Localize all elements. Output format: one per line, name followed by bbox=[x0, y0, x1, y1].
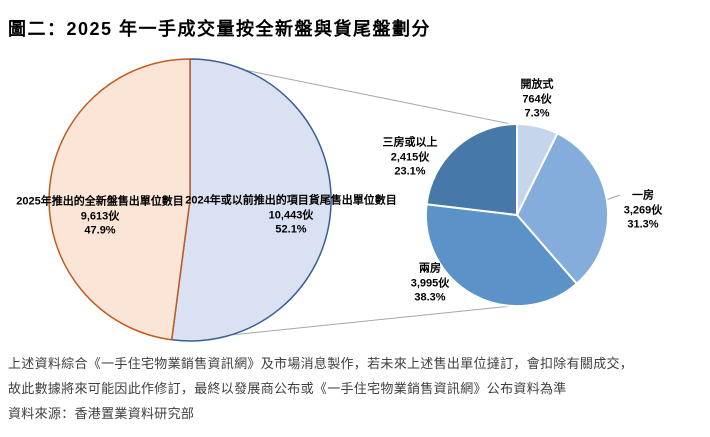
source-line: 資料來源：香港置業資料研究部 bbox=[8, 406, 195, 421]
slice-percent: 7.3% bbox=[524, 107, 550, 120]
pie-slice-new-2025 bbox=[48, 58, 191, 341]
main-pie-new-projects-label: 2025年推出的全新盤售出單位數目 9,613伙 47.9% bbox=[16, 194, 183, 238]
connector-line-bottom bbox=[181, 305, 513, 341]
slice-percent: 23.1% bbox=[394, 165, 426, 178]
slice-units: 764伙 bbox=[522, 92, 552, 105]
breakdown-one-bedroom-label: 一房 3,269伙 31.3% bbox=[624, 188, 663, 232]
slice-units: 2,415伙 bbox=[390, 150, 430, 163]
slice-percent: 31.3% bbox=[627, 218, 659, 231]
pie-slice-leftover-2024 bbox=[170, 58, 332, 342]
slice-percent: 38.3% bbox=[414, 291, 446, 304]
one-bedroom-leader-line bbox=[605, 194, 621, 201]
breakdown-two-bedroom-label: 兩房 3,995伙 38.3% bbox=[411, 261, 450, 305]
slice-units: 10,443伙 bbox=[268, 208, 314, 221]
footnote-line-2: 故此數據將來可能因此作修訂，最終以發展商公布或《一手住宅物業銷售資訊網》公布資料… bbox=[8, 381, 567, 396]
pie-slice-three-plus-bedroom bbox=[425, 123, 518, 216]
slice-name: 2024年或以前推出的項目貨尾售出單位數目 bbox=[185, 194, 397, 207]
main-pie-leftover-label: 2024年或以前推出的項目貨尾售出單位數目 10,443伙 52.1% bbox=[185, 193, 396, 237]
slice-name: 兩房 bbox=[419, 262, 441, 275]
pie-slice-one-bedroom bbox=[516, 132, 610, 285]
breakdown-open-plan-label: 開放式 764伙 7.3% bbox=[521, 77, 554, 121]
slice-units: 9,613伙 bbox=[80, 209, 120, 222]
breakdown-three-plus-bedroom-label: 三房或以上 2,415伙 23.1% bbox=[383, 135, 438, 179]
slice-name: 一房 bbox=[632, 189, 654, 202]
slice-units: 3,995伙 bbox=[410, 276, 450, 289]
pie-slice-two-bedroom bbox=[425, 203, 578, 308]
slice-percent: 47.9% bbox=[84, 224, 116, 237]
slice-name: 三房或以上 bbox=[382, 136, 438, 149]
slice-name: 開放式 bbox=[520, 78, 554, 91]
slice-percent: 52.1% bbox=[275, 223, 307, 236]
footnote-line-1: 上述資料綜合《一手住宅物業銷售資訊網》及市場消息製作，若未來上述售出單位撻訂，會… bbox=[8, 356, 634, 371]
chart-title: 圖二：2025 年一手成交量按全新盤與貨尾盤劃分 bbox=[8, 19, 432, 39]
slice-name: 2025年推出的全新盤售出單位數目 bbox=[16, 195, 184, 208]
slice-units: 3,269伙 bbox=[623, 203, 663, 216]
